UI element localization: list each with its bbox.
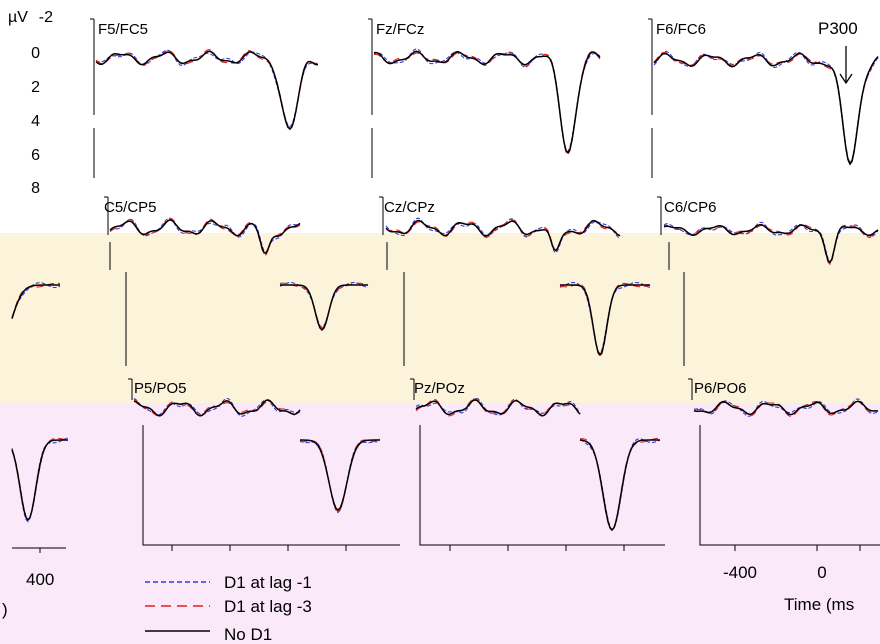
waveform-p6-2	[693, 400, 879, 416]
panel-label-fz: Fz/FCz	[376, 21, 424, 38]
axis-p6	[688, 378, 693, 400]
legend: D1 at lag -1 D1 at lag -3 No D1	[145, 573, 312, 644]
panel-label-p6: P6/PO6	[694, 380, 747, 397]
central-row-band	[0, 233, 880, 403]
waveform-lb-2	[11, 284, 60, 319]
waveform-c6-2	[663, 223, 879, 264]
waveform-f5-1	[95, 49, 319, 130]
x-tick-label: -400	[723, 563, 757, 582]
y-tick-label: 8	[31, 180, 40, 197]
axis-f6	[648, 18, 653, 178]
axis-fz	[368, 18, 373, 178]
panel-label-c5: C5/CP5	[104, 199, 157, 216]
waveform-pz-2	[415, 399, 581, 417]
waveform-pz-0	[415, 397, 581, 416]
waveform-f6-0	[653, 50, 879, 165]
x-axis-label: Time (ms	[784, 595, 854, 614]
y-tick-label: 6	[31, 147, 40, 164]
p300-arrow	[839, 46, 853, 85]
legend-label: D1 at lag -3	[224, 597, 312, 616]
waveform-p5b-2	[300, 439, 380, 511]
y-tick-label: 0	[31, 45, 40, 62]
y-tick-label: 2	[31, 79, 40, 96]
waveform-czb-2	[560, 284, 650, 357]
waveform-p5-2	[133, 399, 301, 417]
erp-waveforms	[11, 48, 879, 532]
waveform-lb-0	[11, 282, 61, 318]
x-axis-ticks	[171, 545, 861, 551]
waveform-fz-0	[373, 48, 601, 153]
waveform-c5b-2	[280, 284, 368, 332]
waveform-f5-2	[95, 50, 318, 131]
axis-c5	[104, 196, 111, 270]
parietal-row-band	[0, 403, 880, 644]
axis-left-strip	[12, 547, 66, 553]
y-unit-label: µV	[8, 9, 28, 26]
axis-pz	[410, 378, 415, 400]
p300-label: P300	[818, 19, 858, 38]
legend-label: D1 at lag -1	[224, 573, 312, 592]
panel-label-pz: Pz/POz	[414, 380, 465, 397]
waveform-f6-1	[653, 51, 879, 164]
waveform-cz-2	[385, 219, 621, 252]
waveform-f6-2	[653, 52, 879, 166]
y-tick-label: -2	[39, 9, 53, 26]
panel-label-cz: Cz/CPz	[384, 199, 435, 216]
axis-p6-lower	[699, 425, 880, 546]
left-tick-label: 400	[26, 570, 54, 589]
left-time-label: )	[2, 600, 8, 619]
axis-c6	[657, 196, 670, 270]
panel-label-c6: C6/CP6	[664, 199, 717, 216]
waveform-lb-1	[11, 282, 61, 319]
axis-f5	[90, 18, 95, 178]
waveform-p5-0	[133, 397, 301, 417]
waveform-lp-2	[11, 439, 68, 522]
x-tick-label: 0	[817, 563, 826, 582]
axis-pz-lower	[419, 425, 665, 546]
axis-p5-lower	[142, 425, 400, 546]
waveform-fz-1	[373, 51, 601, 156]
waveform-c6-1	[663, 224, 879, 266]
panel-label-f6: F6/FC6	[656, 21, 706, 38]
waveform-c5b-0	[279, 281, 369, 329]
panel-label-p5: P5/PO5	[134, 380, 187, 397]
waveform-p6-0	[693, 398, 879, 417]
waveform-czb-0	[559, 281, 651, 355]
axis-cz	[379, 196, 388, 270]
panel-axes	[12, 18, 880, 553]
axis-p5	[128, 378, 133, 400]
panel-label-f5: F5/FC5	[98, 21, 148, 38]
waveform-fz-2	[373, 50, 601, 155]
waveform-c5-2	[109, 219, 301, 254]
y-tick-label: 4	[31, 113, 40, 130]
legend-label: No D1	[224, 625, 272, 644]
waveform-pzb-2	[579, 439, 660, 532]
